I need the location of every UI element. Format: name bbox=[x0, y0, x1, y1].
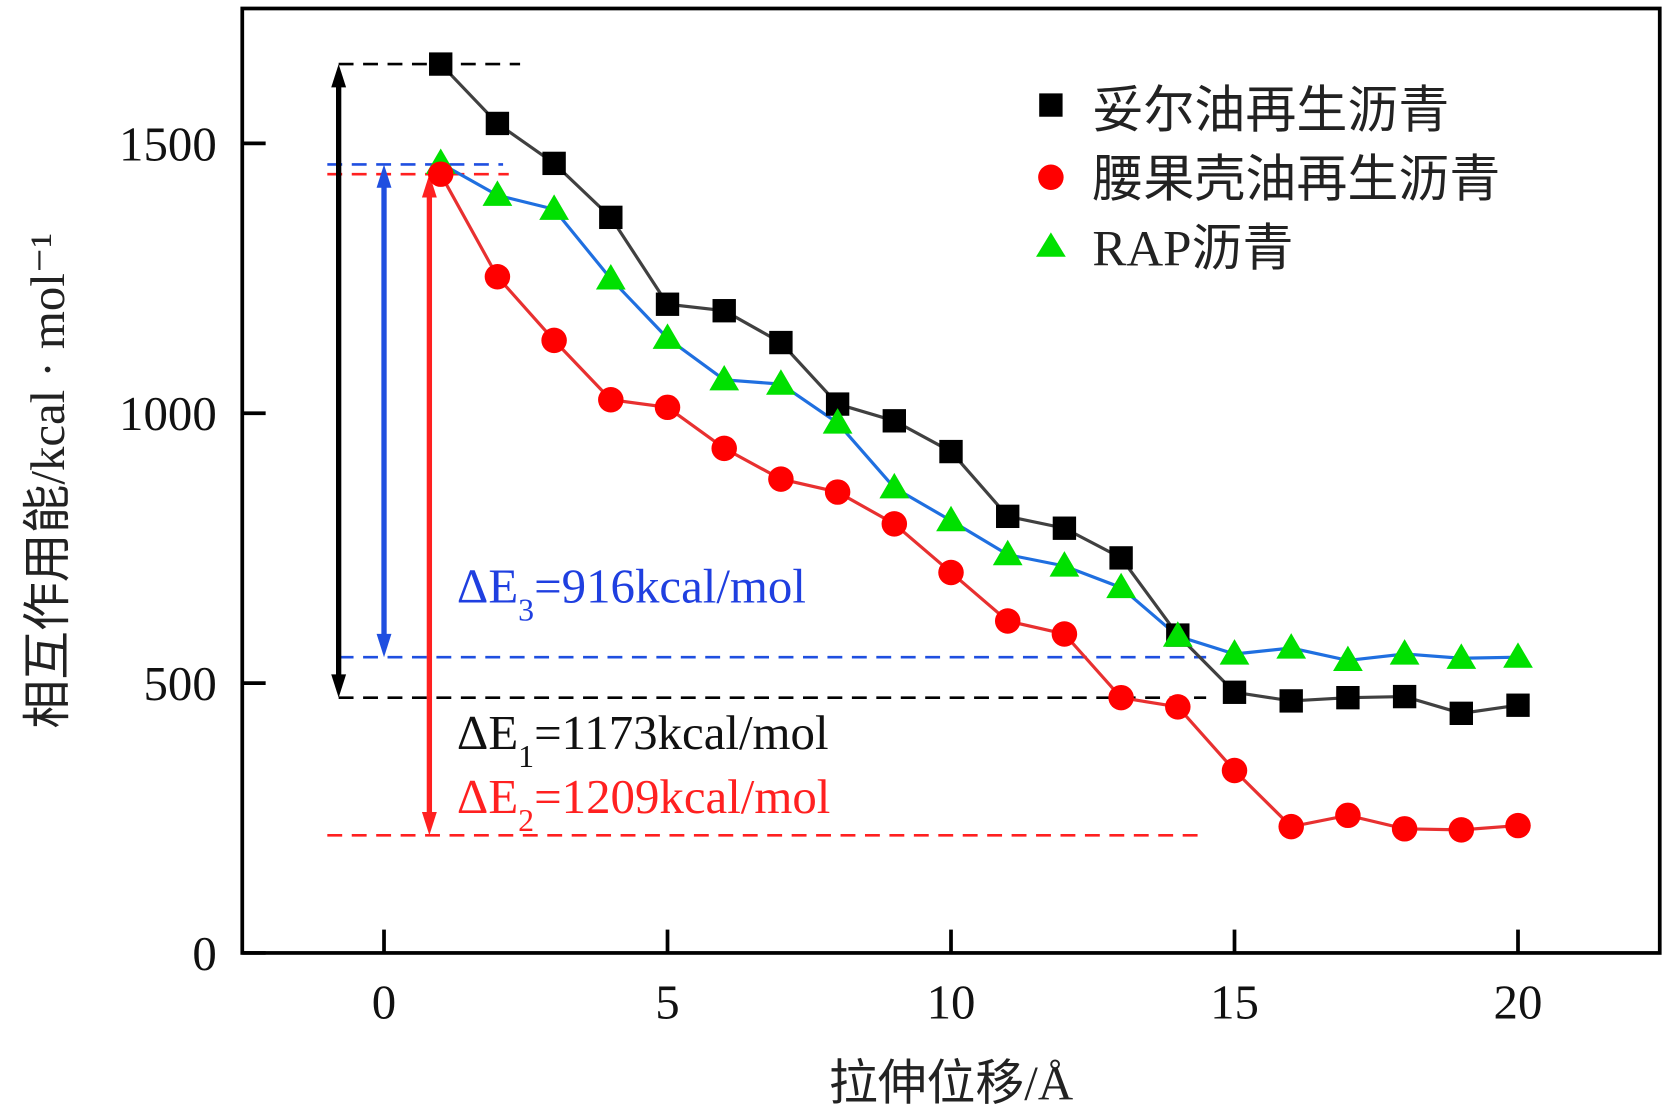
data-point-circle bbox=[1221, 757, 1248, 784]
data-point-triangle bbox=[1049, 551, 1080, 577]
data-point-square bbox=[769, 330, 793, 355]
legend-marker-triangle bbox=[1036, 232, 1066, 257]
data-point-square bbox=[542, 151, 566, 176]
data-point-circle bbox=[598, 387, 624, 413]
data-point-triangle bbox=[1106, 572, 1136, 599]
legend: 妥尔油再生沥青 腰果壳油再生沥青 RAP沥青 bbox=[1036, 83, 1500, 277]
data-point-triangle bbox=[1333, 645, 1363, 672]
data-point-circle bbox=[1108, 684, 1134, 711]
data-point-square bbox=[429, 52, 453, 76]
data-point-square bbox=[1336, 685, 1360, 710]
y-tick-label: 1000 bbox=[119, 386, 217, 441]
arrow-head-down bbox=[376, 633, 392, 658]
y-tick-label: 1500 bbox=[119, 116, 217, 171]
arrow-head-up bbox=[421, 174, 437, 198]
data-point-triangle bbox=[652, 323, 683, 349]
data-point-circle bbox=[768, 466, 794, 492]
data-point-triangle bbox=[992, 539, 1023, 566]
data-point-square bbox=[1506, 693, 1530, 717]
data-point-triangle bbox=[539, 194, 569, 220]
data-point-triangle bbox=[766, 369, 796, 395]
x-tick-label: 5 bbox=[655, 975, 679, 1030]
x-tick-label: 10 bbox=[927, 975, 976, 1030]
data-point-triangle bbox=[1276, 633, 1307, 659]
data-point-circle bbox=[994, 608, 1021, 634]
data-point-square bbox=[1109, 546, 1133, 570]
data-point-triangle bbox=[879, 472, 910, 499]
data-point-triangle bbox=[1162, 621, 1193, 647]
data-point-circle bbox=[1051, 621, 1078, 647]
data-point-circle bbox=[824, 479, 851, 505]
x-tick-label: 15 bbox=[1210, 975, 1259, 1030]
legend-label-series-1: 妥尔油再生沥青 bbox=[1092, 83, 1449, 139]
data-point-triangle bbox=[822, 408, 853, 434]
data-point-square bbox=[882, 409, 906, 433]
data-point-triangle bbox=[709, 364, 740, 391]
data-point-circle bbox=[654, 394, 681, 421]
data-point-triangle bbox=[1446, 643, 1477, 669]
annotation-delta-e2: ΔE2=1209kcal/mol bbox=[457, 769, 830, 837]
data-point-square bbox=[1052, 516, 1077, 540]
data-point-circle bbox=[1165, 694, 1191, 720]
arrow-head-up bbox=[331, 64, 347, 88]
x-axis-label: 拉伸位移/Å bbox=[829, 1055, 1073, 1110]
data-point-triangle bbox=[936, 505, 966, 532]
arrow-head-down bbox=[331, 674, 347, 698]
x-tick-label: 0 bbox=[372, 975, 396, 1030]
data-point-square bbox=[939, 439, 963, 464]
data-point-triangle bbox=[1219, 639, 1250, 665]
data-point-circle bbox=[1448, 817, 1475, 843]
y-axis-label: 相互作用能/kcal · mol⁻¹ bbox=[20, 233, 75, 729]
data-point-square bbox=[1392, 684, 1417, 709]
data-point-circle bbox=[541, 327, 567, 354]
data-point-square bbox=[655, 292, 680, 316]
annotation-delta-e3: ΔE3=916kcal/mol bbox=[457, 559, 806, 627]
legend-label-series-3: RAP沥青 bbox=[1092, 221, 1293, 277]
data-point-square bbox=[599, 205, 623, 230]
arrow-head-up bbox=[376, 164, 392, 188]
data-point-square bbox=[1279, 689, 1303, 713]
arrow-head-down bbox=[421, 811, 437, 836]
data-point-square bbox=[996, 504, 1020, 529]
data-point-square bbox=[825, 392, 850, 416]
data-point-circle bbox=[1335, 802, 1361, 829]
data-point-circle bbox=[427, 161, 454, 187]
data-point-circle bbox=[711, 435, 737, 462]
data-point-triangle bbox=[595, 264, 626, 290]
data-point-triangle bbox=[482, 180, 513, 206]
data-point-circle bbox=[484, 263, 511, 290]
data-point-square bbox=[1222, 680, 1247, 704]
y-tick-label: 0 bbox=[192, 926, 216, 981]
data-point-triangle bbox=[1389, 639, 1420, 665]
data-point-square bbox=[712, 299, 736, 323]
x-tick-label: 20 bbox=[1494, 975, 1543, 1030]
y-tick-label: 500 bbox=[143, 656, 216, 711]
plot-frame bbox=[240, 6, 1662, 955]
data-point-circle bbox=[881, 511, 908, 537]
annotation-delta-e1: ΔE1=1173kcal/mol bbox=[457, 705, 829, 773]
legend-marker-circle bbox=[1038, 164, 1064, 190]
data-point-circle bbox=[1278, 813, 1304, 840]
data-point-square bbox=[1449, 701, 1473, 725]
data-point-square bbox=[485, 111, 510, 136]
data-point-circle bbox=[938, 559, 964, 586]
legend-marker-square bbox=[1039, 93, 1063, 117]
legend-label-series-2: 腰果壳油再生沥青 bbox=[1092, 152, 1500, 208]
data-point-circle bbox=[1505, 812, 1531, 839]
data-point-circle bbox=[1391, 816, 1418, 842]
data-point-triangle bbox=[1503, 642, 1533, 668]
